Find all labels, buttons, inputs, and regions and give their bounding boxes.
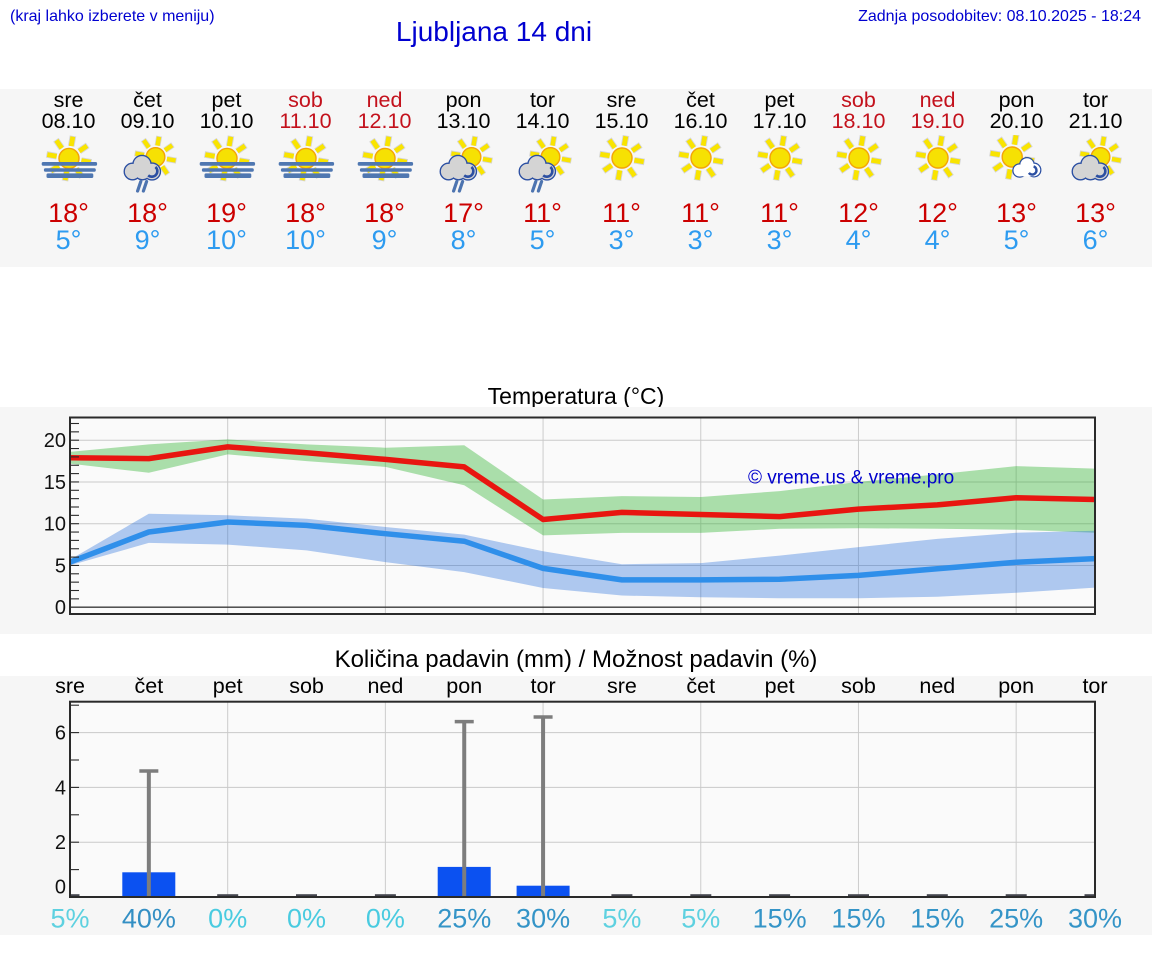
svg-text:6: 6 bbox=[55, 723, 66, 745]
svg-text:5%: 5% bbox=[681, 904, 720, 934]
svg-text:tor: tor bbox=[531, 676, 556, 698]
svg-text:0%: 0% bbox=[208, 904, 247, 934]
svg-text:čet: čet bbox=[135, 676, 164, 698]
svg-text:5%: 5% bbox=[602, 904, 641, 934]
svg-text:15: 15 bbox=[44, 472, 66, 494]
svg-text:25%: 25% bbox=[989, 904, 1043, 934]
svg-text:5%: 5% bbox=[50, 904, 89, 934]
svg-text:2: 2 bbox=[55, 832, 66, 854]
svg-text:0%: 0% bbox=[366, 904, 405, 934]
svg-text:pon: pon bbox=[446, 676, 482, 698]
svg-text:30%: 30% bbox=[1068, 904, 1122, 934]
svg-text:© vreme.us & vreme.pro: © vreme.us & vreme.pro bbox=[748, 468, 954, 489]
svg-text:25%: 25% bbox=[437, 904, 491, 934]
svg-text:čet: čet bbox=[686, 676, 715, 698]
svg-text:pon: pon bbox=[998, 676, 1034, 698]
svg-text:sre: sre bbox=[607, 676, 637, 698]
svg-text:40%: 40% bbox=[122, 904, 176, 934]
svg-text:sre: sre bbox=[55, 676, 85, 698]
svg-text:4: 4 bbox=[55, 777, 66, 799]
svg-text:10: 10 bbox=[44, 514, 66, 536]
svg-text:20: 20 bbox=[44, 430, 66, 452]
svg-text:ned: ned bbox=[367, 676, 403, 698]
svg-text:30%: 30% bbox=[516, 904, 570, 934]
svg-text:5: 5 bbox=[55, 555, 66, 577]
svg-text:0: 0 bbox=[55, 877, 66, 899]
svg-text:15%: 15% bbox=[831, 904, 885, 934]
svg-text:sob: sob bbox=[289, 676, 324, 698]
svg-text:ned: ned bbox=[919, 676, 955, 698]
svg-text:pet: pet bbox=[765, 676, 795, 698]
svg-text:15%: 15% bbox=[753, 904, 807, 934]
svg-text:pet: pet bbox=[213, 676, 243, 698]
svg-text:tor: tor bbox=[1082, 676, 1107, 698]
svg-text:0: 0 bbox=[55, 597, 66, 619]
svg-text:0%: 0% bbox=[287, 904, 326, 934]
svg-text:sob: sob bbox=[841, 676, 876, 698]
svg-text:15%: 15% bbox=[910, 904, 964, 934]
